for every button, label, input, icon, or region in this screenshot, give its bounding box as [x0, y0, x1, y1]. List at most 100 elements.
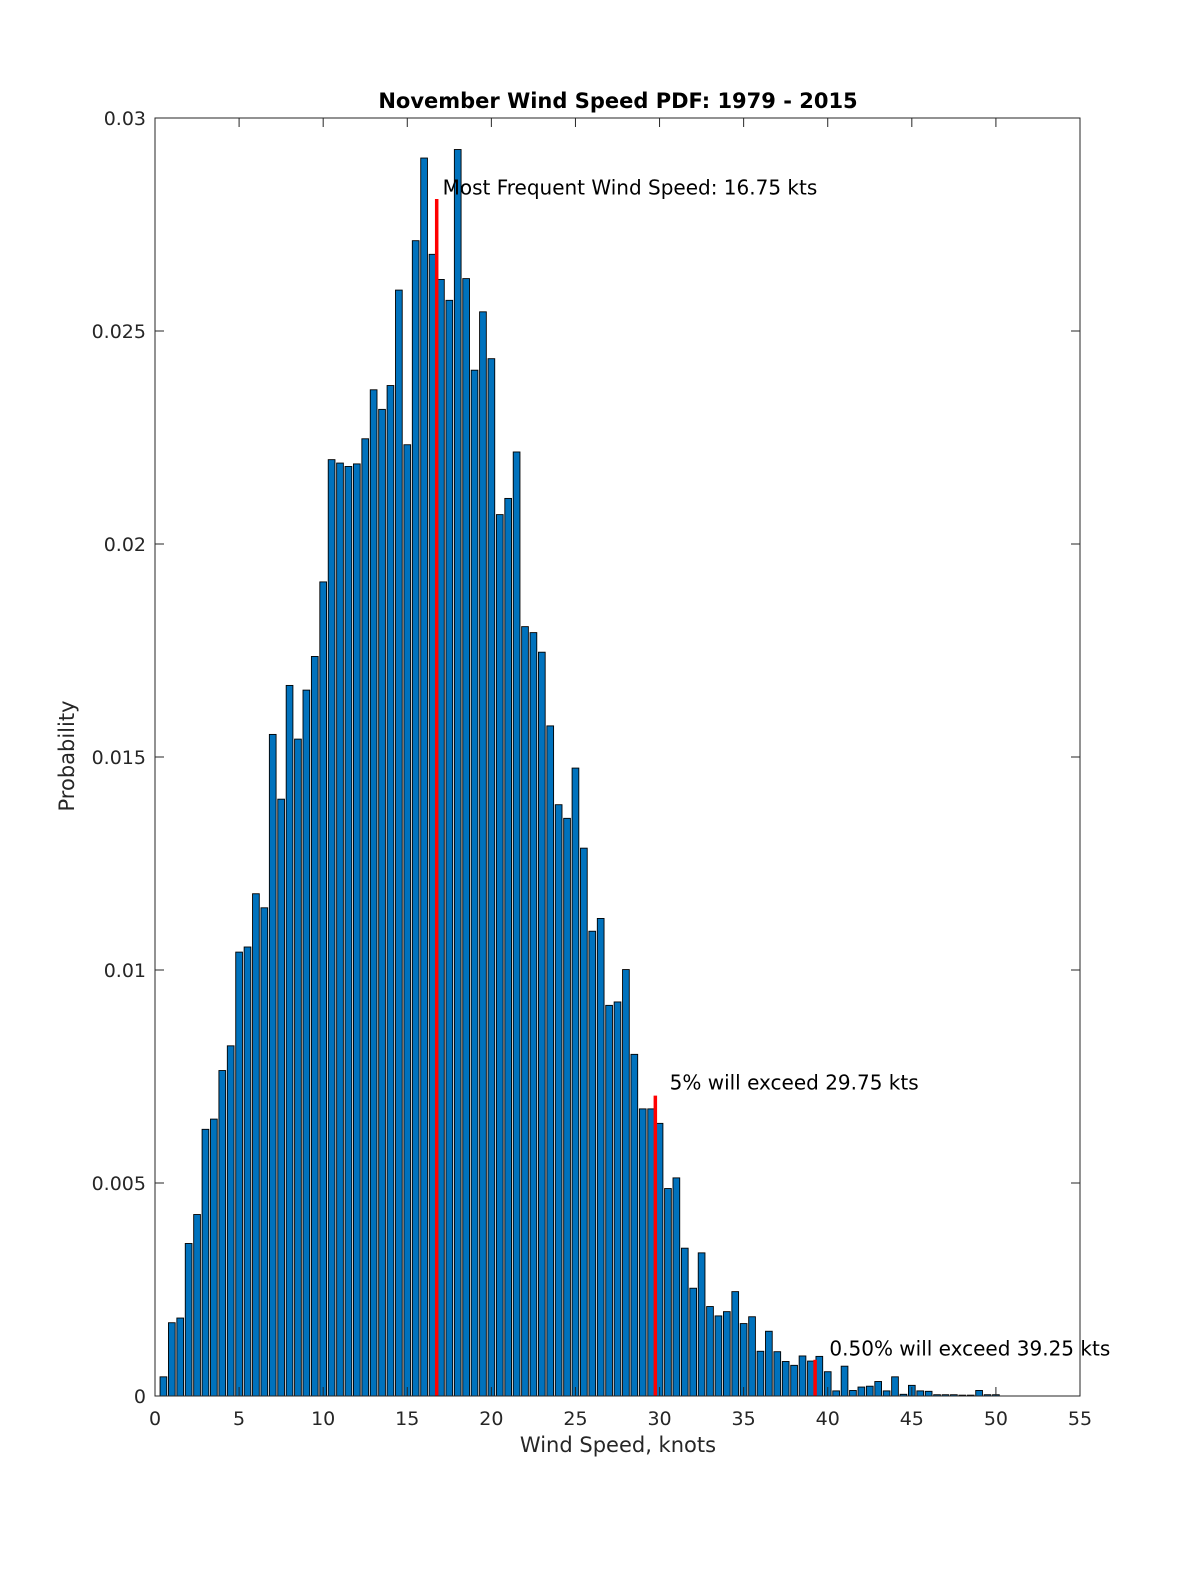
y-tick-label: 0.005 — [92, 1173, 146, 1195]
x-tick-label: 30 — [647, 1408, 671, 1430]
histogram-bar — [664, 1188, 672, 1397]
histogram-bar — [386, 385, 395, 1397]
histogram-bar — [344, 466, 353, 1397]
histogram-bar — [277, 798, 285, 1397]
axes-layer: 0 5 10 15 20 25 30 35 40 45 50 55 0 0.005 0.01 0.015 0.0… — [92, 108, 1093, 1430]
histogram-bar — [411, 240, 420, 1397]
histogram-bar — [857, 1386, 866, 1397]
histogram-bar — [487, 358, 496, 1397]
histogram-bar — [756, 1350, 765, 1397]
histogram-bar — [874, 1381, 883, 1397]
histogram-bar — [353, 463, 361, 1397]
histogram-bar — [891, 1376, 899, 1397]
histogram-bar — [630, 1053, 639, 1397]
histogram-bar — [243, 946, 252, 1397]
histogram-bar — [916, 1390, 925, 1397]
histogram-bar — [395, 289, 403, 1397]
histogram-bar — [882, 1390, 891, 1397]
annotations-layer: Most Frequent Wind Speed: 16.75 kts 5% wi… — [443, 176, 1111, 1361]
histogram-bar — [807, 1360, 815, 1397]
histogram-bar — [302, 689, 311, 1397]
histogram-bar — [680, 1247, 689, 1397]
histogram-bar — [773, 1351, 782, 1397]
histogram-bar — [924, 1390, 933, 1397]
x-tick-label: 40 — [816, 1408, 840, 1430]
histogram-bar — [260, 907, 269, 1397]
histogram-bar — [622, 969, 630, 1397]
histogram-bar — [479, 311, 487, 1397]
histogram-bar — [647, 1108, 655, 1397]
annotation-label: 5% will exceed 29.75 kts — [670, 1070, 919, 1094]
histogram-bar — [798, 1355, 807, 1397]
x-tick-label: 45 — [900, 1408, 924, 1430]
histogram-bar — [369, 389, 378, 1397]
histogram-bar — [327, 459, 336, 1397]
x-tick-label: 50 — [984, 1408, 1008, 1430]
histogram-bar — [420, 157, 428, 1397]
x-tick-label: 10 — [311, 1408, 335, 1430]
histogram-bar — [159, 1376, 168, 1397]
y-axis-label: Probability — [55, 700, 79, 811]
histogram-bar — [437, 279, 445, 1397]
annotation-label: Most Frequent Wind Speed: 16.75 kts — [443, 176, 818, 200]
histogram-bar — [832, 1390, 840, 1397]
histogram-bar — [975, 1390, 983, 1397]
histogram-bar — [378, 408, 386, 1397]
histogram-bar — [865, 1385, 874, 1397]
y-tick-label: 0.02 — [104, 534, 146, 556]
histogram-bar — [285, 684, 294, 1397]
histogram-bar — [235, 951, 243, 1397]
histogram-bar — [554, 804, 563, 1397]
y-tick-label: 0.01 — [104, 960, 146, 982]
histogram-bar — [580, 847, 588, 1397]
x-tick-label: 5 — [233, 1408, 245, 1430]
histogram-bar — [210, 1118, 218, 1397]
histogram-bar — [226, 1045, 235, 1397]
histogram-bar — [588, 930, 597, 1397]
histogram-bar — [167, 1322, 176, 1397]
x-axis-label: Wind Speed, knots — [520, 1433, 716, 1457]
histogram-bar — [723, 1311, 731, 1397]
histogram-bar — [529, 632, 538, 1397]
histogram-bar — [739, 1323, 748, 1397]
histogram-bar — [714, 1315, 723, 1397]
histogram-bar — [512, 451, 521, 1397]
histogram-bar — [840, 1365, 849, 1397]
histogram-bar — [218, 1070, 227, 1397]
histogram-bar — [546, 725, 555, 1397]
x-tick-label: 55 — [1068, 1408, 1092, 1430]
y-tick-label: 0.03 — [104, 108, 146, 130]
histogram-bar — [470, 369, 479, 1397]
x-tick-label: 25 — [563, 1408, 587, 1430]
histogram-bar — [596, 918, 605, 1397]
histogram-bar — [563, 817, 571, 1397]
histogram-bar — [689, 1287, 698, 1397]
histogram-bar — [184, 1243, 193, 1397]
histogram-bar — [361, 438, 370, 1397]
x-tick-label: 20 — [479, 1408, 503, 1430]
y-tick-label: 0 — [134, 1386, 146, 1408]
histogram-bar — [268, 733, 277, 1397]
histogram-bar — [790, 1364, 798, 1397]
histogram-bar — [521, 626, 529, 1397]
histogram-bar — [252, 893, 260, 1397]
histogram-bar — [731, 1291, 740, 1397]
histogram-bar — [638, 1108, 647, 1397]
histogram-bar — [504, 497, 513, 1397]
histogram-bar — [176, 1317, 185, 1397]
histogram-bar — [672, 1177, 681, 1397]
markers-layer — [434, 198, 817, 1396]
y-tick-label: 0.025 — [92, 321, 146, 343]
histogram-bar — [706, 1306, 714, 1397]
histogram-bar — [462, 278, 470, 1397]
histogram-bar — [697, 1252, 706, 1397]
y-tick-label: 0.015 — [92, 747, 146, 769]
histogram-bar — [403, 444, 412, 1397]
histogram-bar — [310, 656, 319, 1397]
histogram-bar — [781, 1361, 790, 1397]
histogram-bar — [815, 1355, 824, 1397]
annotation-label: 0.50% will exceed 39.25 kts — [829, 1337, 1110, 1361]
histogram-bar — [538, 651, 546, 1397]
histogram-bar — [453, 149, 462, 1397]
